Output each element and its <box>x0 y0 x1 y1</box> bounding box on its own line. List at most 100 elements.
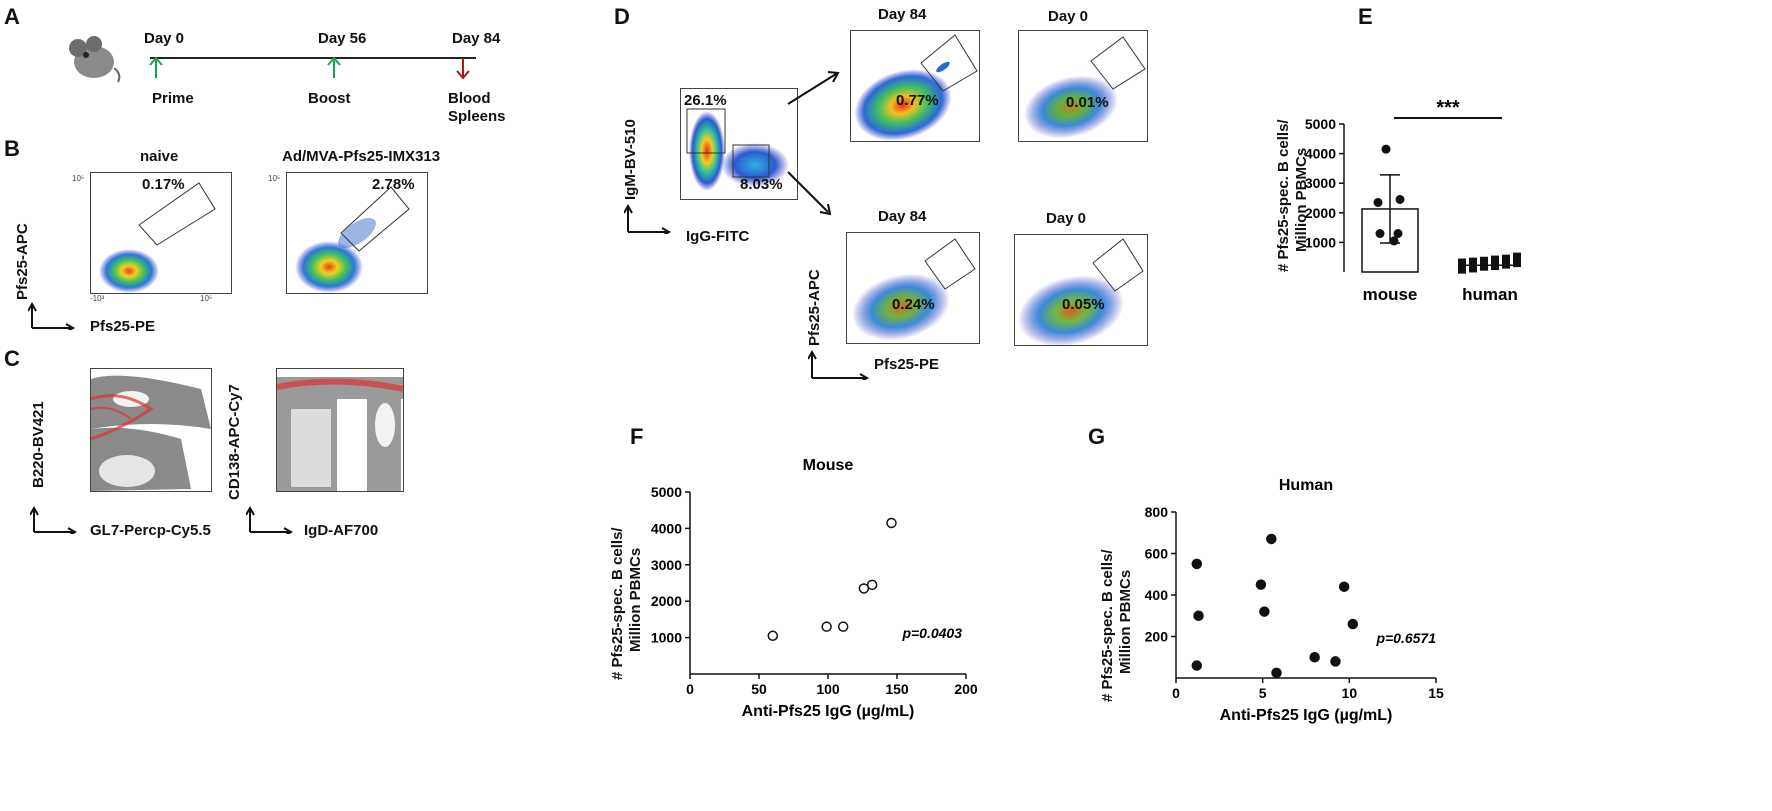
plot-title-immunized: Ad/MVA-Pfs25-IMX313 <box>282 148 441 165</box>
e-point-human-4 <box>1502 260 1510 269</box>
b-ylabel: Pfs25-APC <box>14 223 31 300</box>
g-point-8 <box>1330 656 1341 667</box>
e-point-human-6 <box>1458 258 1466 267</box>
d4-title: Day 0 <box>1046 210 1087 227</box>
e-ytick-label-0: 1000 <box>1305 234 1336 250</box>
g-ytick-label-1: 400 <box>1145 587 1169 603</box>
g-point-2 <box>1191 660 1203 671</box>
chart-e: # Pfs25-spec. B cells/ Million PBMCs 100… <box>1275 97 1521 304</box>
boost-arrow-icon <box>327 56 341 78</box>
facs-parent-igm-igg <box>680 88 798 200</box>
facs-day0-top <box>1018 30 1148 142</box>
g-point-0 <box>1191 558 1203 570</box>
gate-pct-d4: 0.05% <box>1062 296 1105 313</box>
facs-plot-immunized <box>286 172 428 294</box>
e-point-human-5 <box>1513 259 1521 268</box>
panel-label-c: C <box>4 346 20 371</box>
chart-f-ylabel-2: Million PBMCs <box>627 548 644 652</box>
e-category-human: human <box>1462 285 1518 304</box>
g-xtick-label-0: 0 <box>1172 685 1180 701</box>
e-ytick-label-1: 2000 <box>1305 205 1336 221</box>
gate-pct-d3: 0.24% <box>892 296 935 313</box>
e-point-mouse-5 <box>1389 236 1399 246</box>
e-ytick-label-3: 4000 <box>1305 146 1336 162</box>
e-point-mouse-2 <box>1373 197 1383 207</box>
e-point-mouse-1 <box>1395 194 1405 204</box>
f-ytick-label-1: 2000 <box>651 593 682 609</box>
chart-f: # Pfs25-spec. B cells/ Million PBMCs 100… <box>609 457 978 720</box>
facs-day0-bottom <box>1014 234 1148 346</box>
f-pvalue: p=0.0403 <box>901 625 962 641</box>
gate-pct-d2: 0.01% <box>1066 94 1109 111</box>
e-point-human-8 <box>1480 256 1488 265</box>
gate-pct-igm: 26.1% <box>684 92 727 109</box>
g-xlabel: Anti-Pfs25 IgG (µg/mL) <box>1220 707 1393 724</box>
facs-plot-naive <box>90 172 232 294</box>
f-ytick-label-0: 1000 <box>651 630 682 646</box>
c2-ylabel: CD138-APC-Cy7 <box>226 384 243 500</box>
f-point-2 <box>837 621 849 632</box>
f-xtick-label-4: 200 <box>954 681 978 697</box>
prime-arrow-icon <box>149 56 163 78</box>
e-point-human-11 <box>1513 252 1521 261</box>
timeline-event-blood: Blood <box>448 90 491 107</box>
f-point-5 <box>886 517 897 529</box>
timeline-event-boost: Boost <box>308 90 351 107</box>
facs-tick-y-top-2: 10⁵ <box>268 174 281 183</box>
g-point-3 <box>1255 579 1267 590</box>
e-point-mouse-4 <box>1393 229 1403 239</box>
gate-pct-immunized: 2.78% <box>372 176 415 193</box>
timeline-axis <box>150 57 476 59</box>
g-ytick-label-2: 600 <box>1145 546 1169 562</box>
d-ylabel: Pfs25-APC <box>806 269 823 346</box>
facs-tick-y-top: 10⁵ <box>72 174 85 183</box>
c2-axis-arrows-icon <box>246 506 294 534</box>
e-ytick-label-2: 3000 <box>1305 175 1336 191</box>
f-xlabel: Anti-Pfs25 IgG (µg/mL) <box>742 703 915 720</box>
facs-contour-cd138-igd <box>276 368 404 492</box>
c1-xlabel: GL7-Percp-Cy5.5 <box>90 522 211 539</box>
e-ytick-label-4: 5000 <box>1305 116 1336 132</box>
panel-label-d: D <box>614 4 630 29</box>
panel-label-g: G <box>1088 424 1106 449</box>
c2-xlabel: IgD-AF700 <box>304 522 379 539</box>
timeline-day-84: Day 84 <box>452 30 501 47</box>
e-point-mouse-3 <box>1375 229 1385 239</box>
facs-contour-b220-gl7 <box>90 368 212 492</box>
mouse-icon <box>69 36 121 83</box>
d-xlabel: Pfs25-PE <box>874 356 940 373</box>
g-xtick-label-3: 15 <box>1428 685 1444 701</box>
f-ytick-label-3: 4000 <box>651 520 682 536</box>
c1-ylabel: B220-BV421 <box>30 401 47 488</box>
e-category-mouse: mouse <box>1363 285 1418 304</box>
f-xtick-label-2: 100 <box>816 681 840 697</box>
f-xtick-label-3: 150 <box>885 681 909 697</box>
e-point-human-2 <box>1480 262 1488 271</box>
g-point-4 <box>1259 606 1270 617</box>
panel-label-e: E <box>1358 4 1373 29</box>
harvest-arrow-icon <box>456 58 470 80</box>
timeline-day-56: Day 56 <box>318 30 367 47</box>
f-xtick-label-0: 0 <box>686 681 694 697</box>
g-point-9 <box>1338 581 1350 592</box>
f-xtick-label-1: 50 <box>751 681 767 697</box>
chart-g: # Pfs25-spec. B cells/ Million PBMCs 200… <box>1099 477 1444 724</box>
e-significance-stars: *** <box>1436 97 1460 119</box>
f-point-4 <box>866 579 878 591</box>
g-ytick-label-3: 800 <box>1145 504 1169 520</box>
e-point-human-9 <box>1491 255 1499 264</box>
e-point-human-0 <box>1458 265 1466 274</box>
g-title: Human <box>1279 477 1333 494</box>
f-title: Mouse <box>803 457 854 474</box>
g-pvalue: p=0.6571 <box>1375 630 1436 646</box>
g-xtick-label-1: 5 <box>1259 685 1267 701</box>
b-xlabel: Pfs25-PE <box>90 318 156 335</box>
g-ytick-label-0: 200 <box>1145 629 1169 645</box>
gate-pct-naive: 0.17% <box>142 176 185 193</box>
d2-title: Day 0 <box>1048 8 1089 25</box>
chart-e-ylabel-1: # Pfs25-spec. B cells/ <box>1275 119 1292 272</box>
g-point-10 <box>1347 618 1359 630</box>
d-parent-ylabel: IgM-BV-510 <box>622 119 639 200</box>
f-ytick-label-4: 5000 <box>651 484 682 500</box>
chart-f-ylabel-1: # Pfs25-spec. B cells/ <box>609 527 626 680</box>
